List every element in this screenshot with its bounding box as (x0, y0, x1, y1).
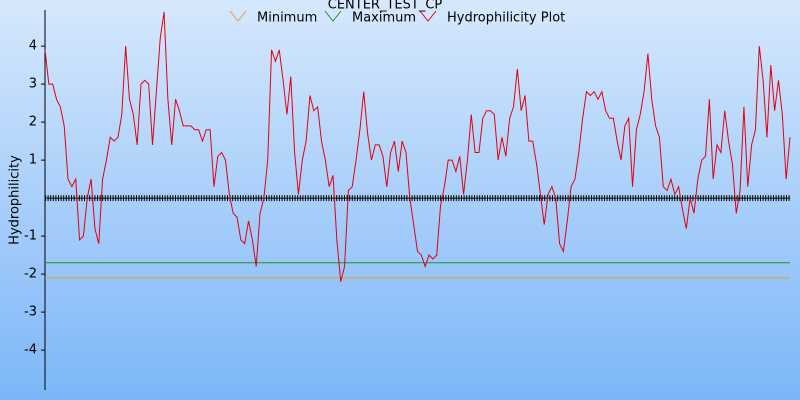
legend-label: Hydrophilicity Plot (447, 11, 565, 26)
legend-label: Minimum (257, 11, 317, 26)
data-line (44, 11, 791, 282)
y-tick-label: -4 (24, 343, 37, 358)
legend-icon (419, 10, 437, 22)
y-tick-label: -3 (24, 305, 37, 320)
legend-label: Maximum (352, 11, 416, 26)
y-tick-label: -2 (24, 267, 37, 282)
legend-icon (229, 10, 247, 22)
chart-title: CENTER_TEST_CP (328, 0, 443, 13)
y-tick-label: 4 (29, 39, 37, 54)
y-tick-label: 3 (29, 77, 37, 92)
y-axis-label: Hydrophilicity (8, 155, 23, 245)
y-tick-label: 2 (29, 115, 37, 130)
legend-icon (324, 10, 342, 22)
y-tick-label: -1 (24, 229, 37, 244)
y-tick-label: 1 (29, 153, 37, 168)
